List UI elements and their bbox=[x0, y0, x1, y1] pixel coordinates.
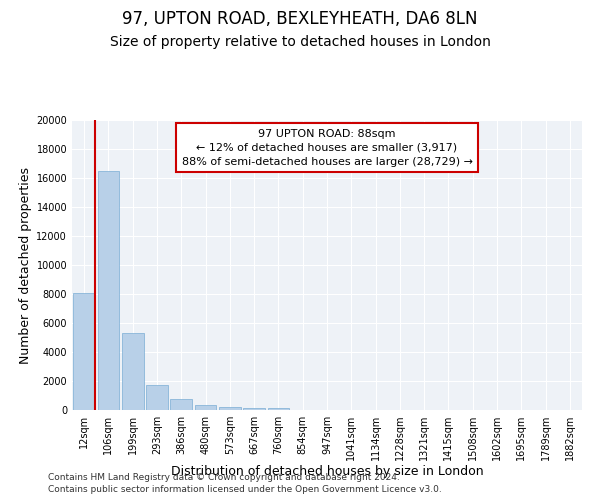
Bar bbox=[194, 405, 217, 410]
Bar bbox=[243, 408, 265, 410]
Text: Contains public sector information licensed under the Open Government Licence v3: Contains public sector information licen… bbox=[48, 485, 442, 494]
Y-axis label: Number of detached properties: Number of detached properties bbox=[19, 166, 32, 364]
Bar bbox=[268, 408, 289, 410]
Text: 97, UPTON ROAD, BEXLEYHEATH, DA6 8LN: 97, UPTON ROAD, BEXLEYHEATH, DA6 8LN bbox=[122, 10, 478, 28]
Text: 97 UPTON ROAD: 88sqm
← 12% of detached houses are smaller (3,917)
88% of semi-de: 97 UPTON ROAD: 88sqm ← 12% of detached h… bbox=[182, 128, 473, 166]
Text: Contains HM Land Registry data © Crown copyright and database right 2024.: Contains HM Land Registry data © Crown c… bbox=[48, 472, 400, 482]
Bar bbox=[219, 407, 241, 410]
Bar bbox=[122, 333, 143, 410]
Bar bbox=[146, 384, 168, 410]
Bar bbox=[170, 399, 192, 410]
X-axis label: Distribution of detached houses by size in London: Distribution of detached houses by size … bbox=[170, 464, 484, 477]
Bar bbox=[97, 171, 119, 410]
Text: Size of property relative to detached houses in London: Size of property relative to detached ho… bbox=[110, 35, 490, 49]
Bar bbox=[73, 292, 95, 410]
